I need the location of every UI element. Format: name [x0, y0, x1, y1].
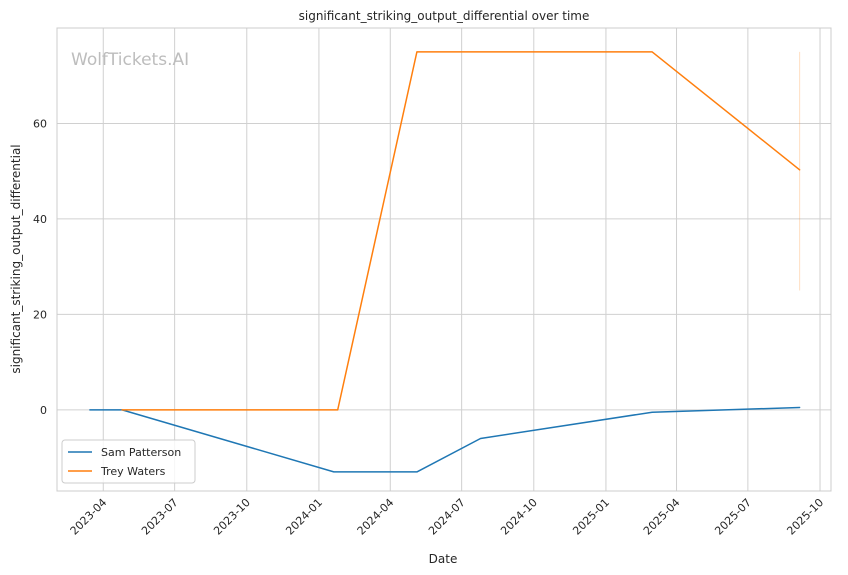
series-line-sam-patterson — [89, 406, 801, 473]
x-tick-label: 2025-07 — [712, 496, 754, 538]
x-tick-label: 2024-10 — [498, 496, 540, 538]
legend-box — [61, 439, 196, 484]
x-tick-label: 2025-01 — [570, 496, 612, 538]
x-tick-label: 2025-10 — [784, 496, 826, 538]
x-tick-label: 2024-04 — [355, 496, 397, 538]
x-tick-label: 2023-07 — [139, 496, 181, 538]
watermark: WolfTickets.AI — [71, 50, 189, 70]
series-lines — [89, 51, 801, 473]
y-tick-label: 40 — [33, 213, 47, 226]
x-axis-ticks: 2023-04 2023-07 2023-10 2024-01 2024-04 2024-… — [68, 496, 826, 538]
legend-label-trey-waters: Trey Waters — [100, 465, 166, 478]
x-tick-label: 2024-01 — [283, 496, 325, 538]
y-axis-label: significant_striking_output_differential — [9, 144, 23, 373]
legend: Sam Patterson Trey Waters — [61, 439, 196, 484]
grid-lines — [57, 28, 831, 491]
x-tick-label: 2025-04 — [641, 496, 683, 538]
x-tick-label: 2023-04 — [68, 496, 110, 538]
x-axis-label: Date — [429, 552, 458, 566]
x-tick-label: 2023-10 — [211, 496, 253, 538]
y-tick-label: 0 — [40, 404, 47, 417]
y-tick-label: 60 — [33, 117, 47, 130]
x-tick-label: 2024-07 — [426, 496, 468, 538]
y-axis-ticks: 0 20 40 60 — [33, 117, 47, 416]
y-tick-label: 20 — [33, 308, 47, 321]
legend-label-sam-patterson: Sam Patterson — [101, 446, 181, 459]
plot-frame — [56, 27, 832, 492]
chart-title: significant_striking_output_differential… — [299, 9, 590, 23]
series-line-trey-waters — [121, 51, 801, 411]
